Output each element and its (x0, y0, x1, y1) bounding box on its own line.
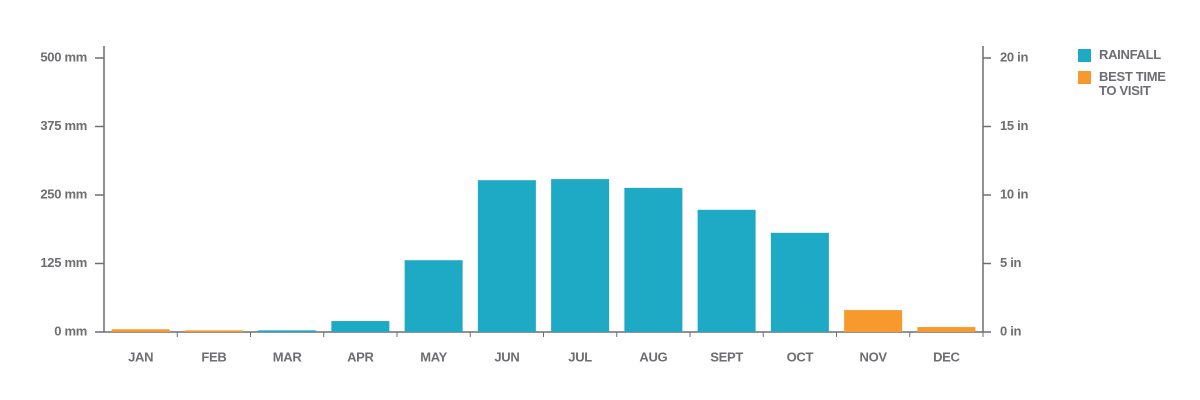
y2-tick-label: 20 in (1000, 49, 1028, 64)
bar (404, 260, 463, 332)
y2-tick-label: 5 in (1000, 255, 1022, 270)
x-tick-label: OCT (787, 349, 814, 364)
y-tick-label: 500 mm (40, 49, 87, 64)
x-tick-label: AUG (639, 349, 667, 364)
x-tick-label: FEB (201, 349, 226, 364)
bar (624, 187, 683, 332)
y-tick-label: 125 mm (40, 255, 87, 270)
bar (111, 329, 170, 332)
x-tick-label: NOV (859, 349, 887, 364)
bar (184, 330, 243, 332)
y-tick-label: 0 mm (54, 323, 87, 338)
bar (844, 310, 903, 332)
legend: RAINFALL BEST TIME TO VISIT (1078, 48, 1188, 106)
bar (477, 180, 536, 332)
x-tick-label: MAR (273, 349, 303, 364)
legend-item: RAINFALL (1078, 48, 1188, 62)
y2-tick-label: 10 in (1000, 186, 1028, 201)
x-tick-label: MAY (420, 349, 447, 364)
legend-swatch (1078, 71, 1091, 84)
bar (258, 330, 317, 332)
x-tick-label: JUN (494, 349, 519, 364)
y2-tick-label: 0 in (1000, 323, 1022, 338)
bar (697, 209, 756, 332)
bar (551, 179, 610, 332)
x-tick-label: SEPT (710, 349, 743, 364)
legend-label: RAINFALL (1099, 47, 1161, 62)
x-tick-label: DEC (933, 349, 960, 364)
bar (917, 327, 976, 332)
x-tick-label: JAN (128, 349, 153, 364)
y2-tick-label: 15 in (1000, 118, 1028, 133)
x-tick-label: JUL (568, 349, 592, 364)
bar (770, 232, 829, 332)
y-tick-label: 250 mm (40, 186, 87, 201)
bar (331, 321, 390, 332)
legend-item: BEST TIME TO VISIT (1078, 70, 1188, 98)
legend-label: BEST TIME TO VISIT (1099, 69, 1166, 98)
legend-swatch (1078, 49, 1091, 62)
x-tick-label: APR (347, 349, 374, 364)
y-tick-label: 375 mm (40, 118, 87, 133)
